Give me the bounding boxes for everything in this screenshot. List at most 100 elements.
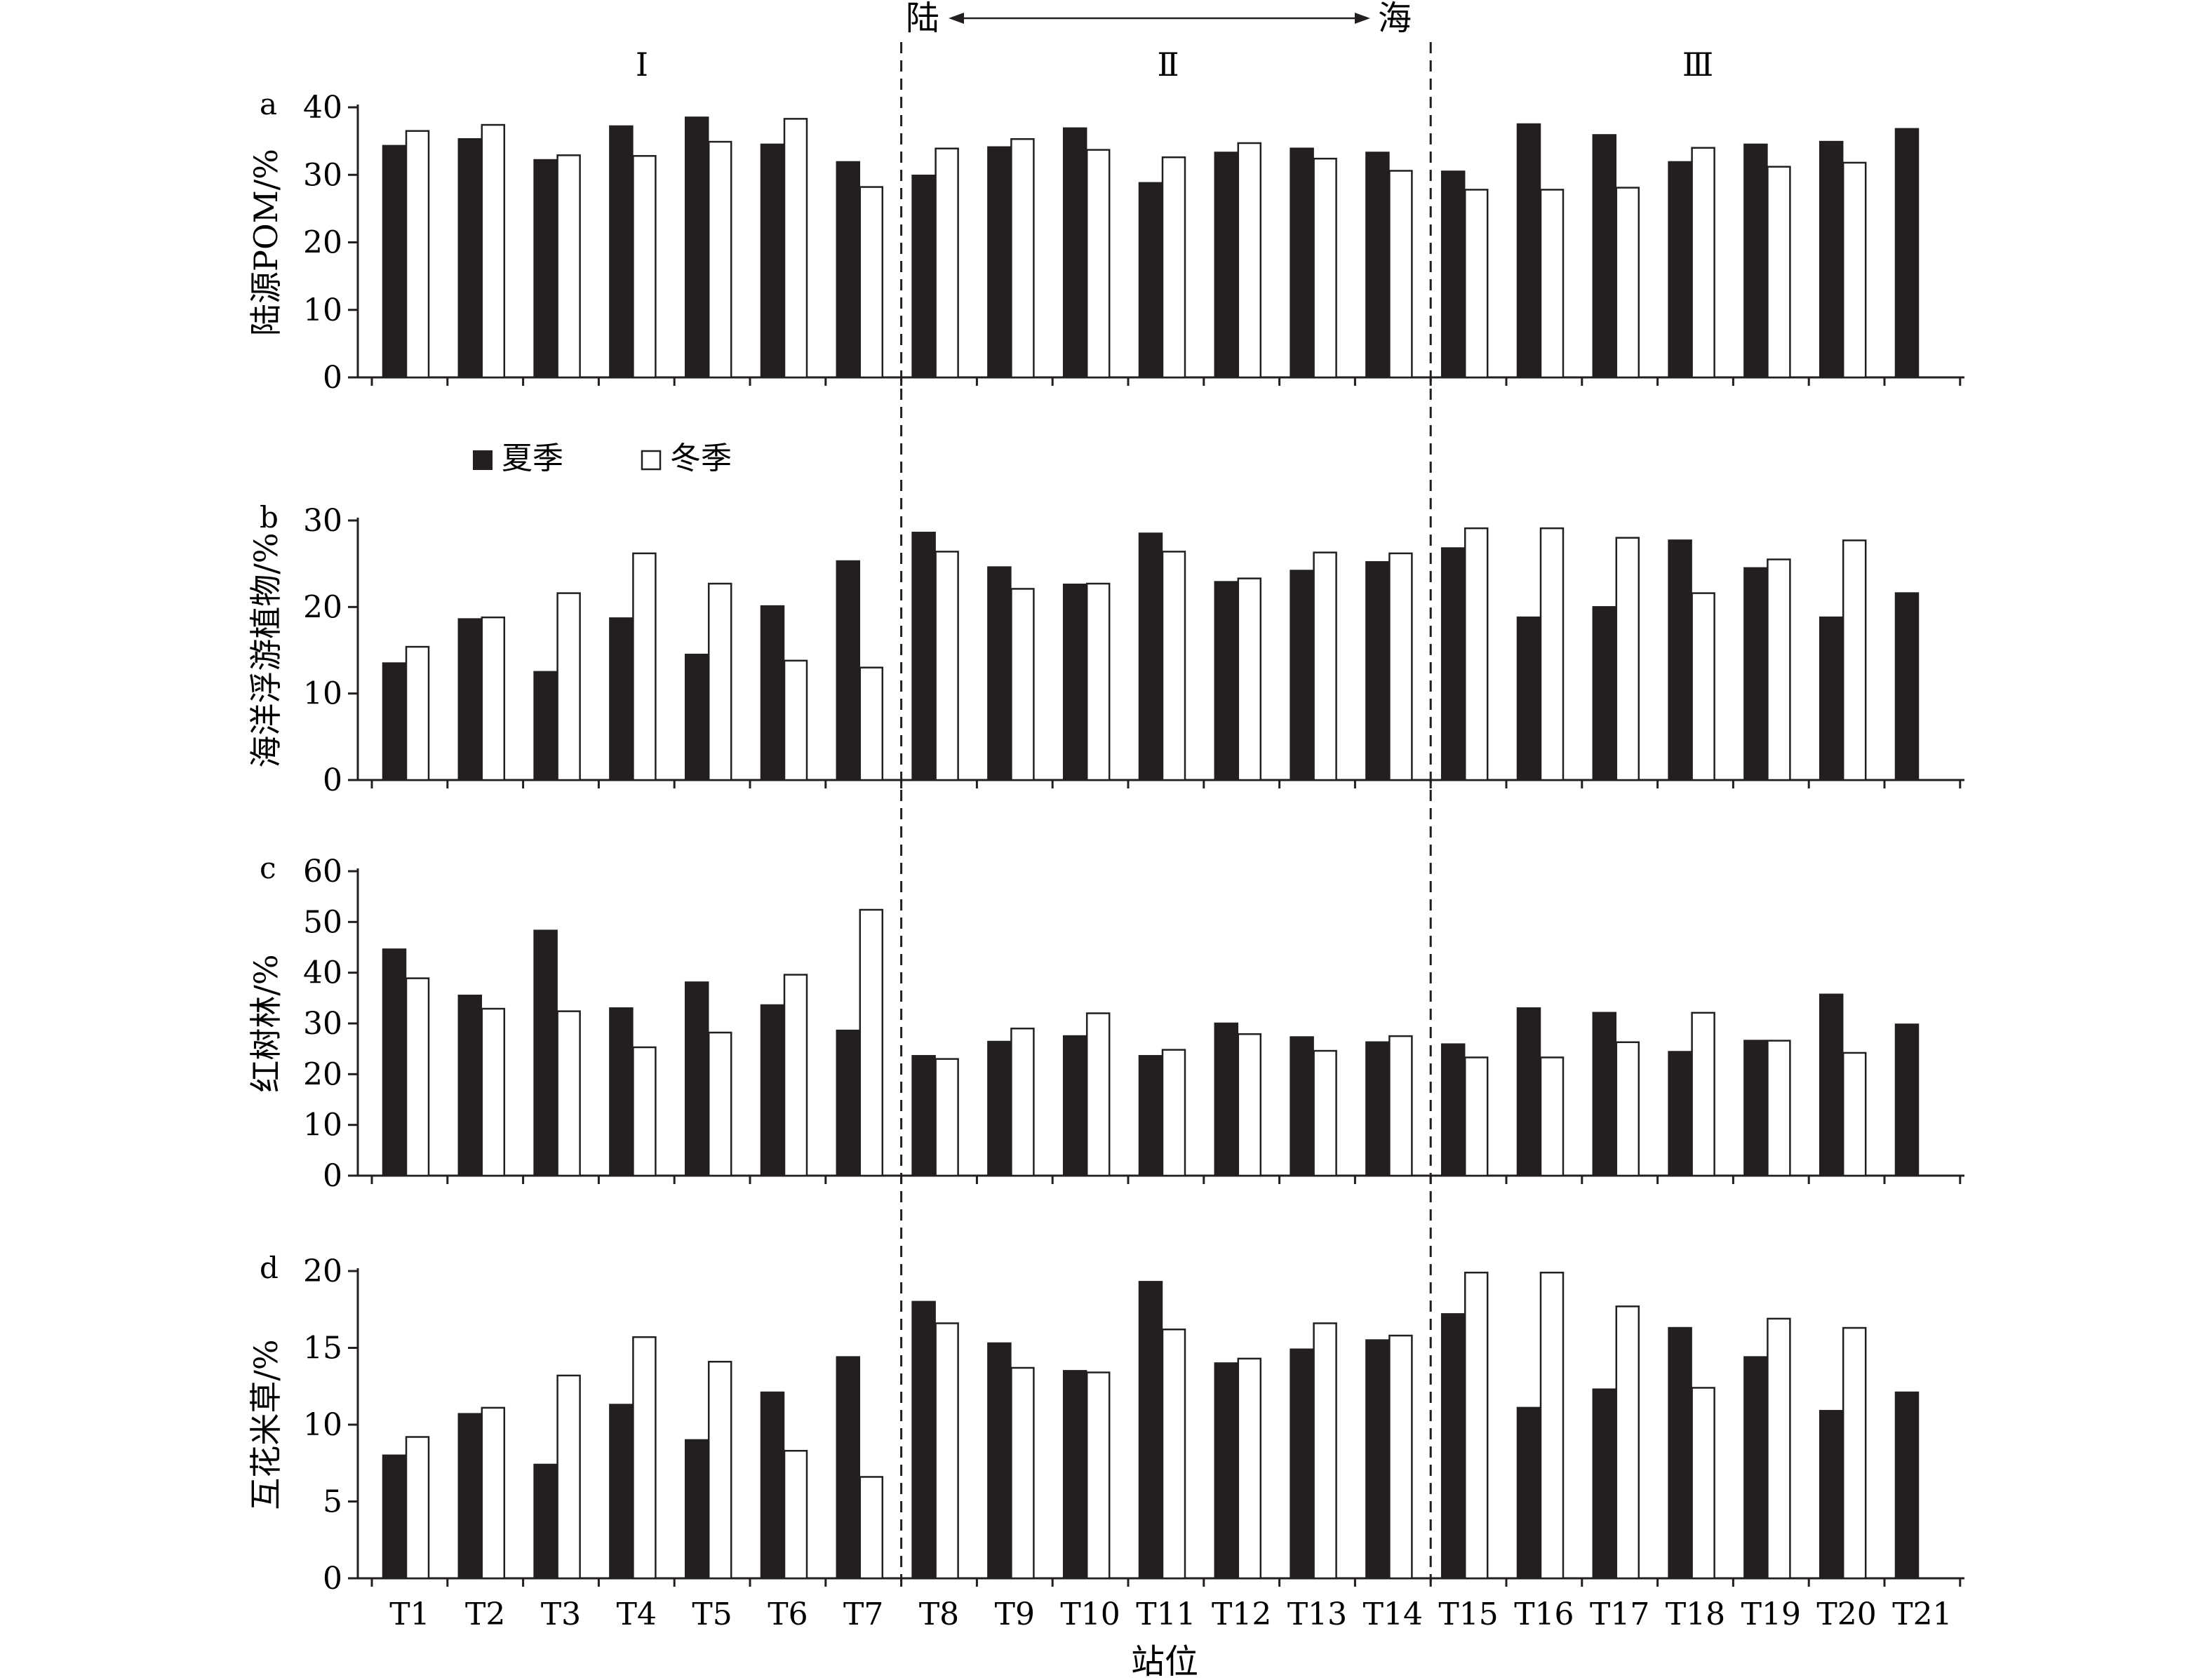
bar-winter: [1388, 1035, 1413, 1177]
bar-winter: [1237, 1357, 1262, 1580]
x-tick-label: T6: [768, 1597, 808, 1632]
bar-summer: [1290, 147, 1314, 379]
x-tick-label: T13: [1287, 1597, 1347, 1632]
x-tick-label: T18: [1666, 1597, 1725, 1632]
bar-summer: [457, 1413, 483, 1580]
bar-summer: [382, 145, 407, 379]
bar-winter: [1464, 527, 1489, 781]
panel-letter: d: [260, 1251, 279, 1285]
bar-winter: [1615, 1041, 1640, 1177]
legend-summer-swatch: [473, 450, 493, 470]
arrow-left-icon: [949, 13, 964, 24]
bar-winter: [1615, 187, 1640, 379]
bar-summer: [457, 994, 483, 1177]
x-tick-label: T4: [617, 1597, 657, 1632]
y-tick-label: 0: [323, 360, 342, 396]
bar-summer: [836, 161, 861, 379]
y-tick-label: 40: [303, 90, 342, 126]
bar-summer: [1138, 532, 1163, 781]
y-axis-label: 红树林/%: [247, 954, 285, 1092]
x-tick-label: T17: [1590, 1597, 1649, 1632]
bar-winter: [1691, 1012, 1715, 1177]
bar-summer: [760, 1004, 785, 1177]
y-axis-label: 海洋浮游植物/%: [247, 532, 285, 767]
bar-summer: [760, 605, 785, 781]
bar-summer: [1214, 1362, 1239, 1580]
bar-winter: [405, 1436, 430, 1580]
bar-summer: [911, 532, 936, 781]
bar-winter: [405, 130, 430, 379]
bar-winter: [1767, 558, 1791, 781]
y-tick-label: 10: [303, 1108, 342, 1143]
bar-summer: [684, 653, 709, 781]
arrow-right-icon: [1355, 13, 1370, 24]
bar-winter: [405, 645, 430, 781]
bar-winter: [1691, 592, 1715, 781]
bar-winter: [632, 552, 657, 781]
x-tick-label: T11: [1136, 1597, 1196, 1632]
bar-summer: [1592, 1012, 1617, 1177]
bar-winter: [1464, 189, 1489, 379]
bar-summer: [533, 671, 558, 781]
bar-winter: [1767, 1040, 1791, 1177]
bar-summer: [1743, 143, 1768, 379]
bar-summer: [836, 560, 861, 781]
x-tick-label: T9: [995, 1597, 1035, 1632]
panel-letter: b: [260, 500, 279, 535]
bar-winter: [632, 155, 657, 379]
y-tick-label: 20: [303, 589, 342, 625]
bar-summer: [911, 1055, 936, 1177]
bar-winter: [1010, 137, 1035, 379]
bar-winter: [783, 118, 808, 379]
bar-summer: [987, 1342, 1012, 1580]
sea-label: 海: [1378, 0, 1412, 38]
bar-summer: [609, 125, 634, 379]
bar-summer: [911, 174, 936, 379]
bar-summer: [1819, 140, 1844, 379]
bar-winter: [1388, 552, 1413, 781]
y-tick-label: 30: [303, 157, 342, 193]
bar-summer: [1440, 170, 1466, 379]
bar-summer: [1894, 1391, 1920, 1580]
bar-summer: [1290, 1036, 1314, 1177]
bar-summer: [533, 1463, 558, 1580]
bar-summer: [1668, 539, 1692, 781]
bar-winter: [1010, 1366, 1035, 1580]
y-tick-label: 0: [323, 1158, 342, 1194]
bar-winter: [1161, 551, 1186, 781]
x-tick-label: T5: [692, 1597, 732, 1632]
x-tick-label: T20: [1816, 1597, 1876, 1632]
panel-c: 0 10 20 30 40 50 60 c 红树林/%: [247, 851, 1964, 1194]
bar-winter: [1464, 1271, 1489, 1580]
y-tick-label: 30: [303, 503, 342, 539]
bar-summer: [1062, 127, 1087, 379]
bar-summer: [609, 1404, 634, 1580]
bar-winter: [783, 659, 808, 781]
bar-winter: [1085, 582, 1111, 781]
bar-winter: [859, 908, 884, 1177]
y-tick-label: 20: [303, 225, 342, 261]
zone-label-2: Ⅱ: [1157, 46, 1179, 83]
bar-winter: [707, 1031, 732, 1177]
bar-winter: [1615, 1305, 1640, 1580]
bar-summer: [684, 981, 709, 1177]
bar-summer: [1819, 1410, 1844, 1580]
bar-winter: [1539, 527, 1565, 781]
bar-summer: [1290, 570, 1314, 781]
bar-summer: [1819, 616, 1844, 781]
bar-winter: [1615, 537, 1640, 781]
bar-summer: [1440, 547, 1466, 781]
bar-summer: [836, 1356, 861, 1580]
bar-summer: [1365, 1041, 1390, 1177]
y-tick-label: 10: [303, 1407, 342, 1443]
bar-winter: [935, 551, 959, 781]
legend-winter-label: 冬季: [670, 441, 732, 476]
bar-winter: [1085, 1012, 1111, 1177]
bar-winter: [1691, 147, 1715, 379]
bar-summer: [1743, 1040, 1768, 1177]
bar-winter: [1842, 539, 1867, 781]
bar-summer: [987, 146, 1012, 379]
bar-winter: [1842, 161, 1867, 379]
bar-winter: [1313, 1049, 1337, 1177]
